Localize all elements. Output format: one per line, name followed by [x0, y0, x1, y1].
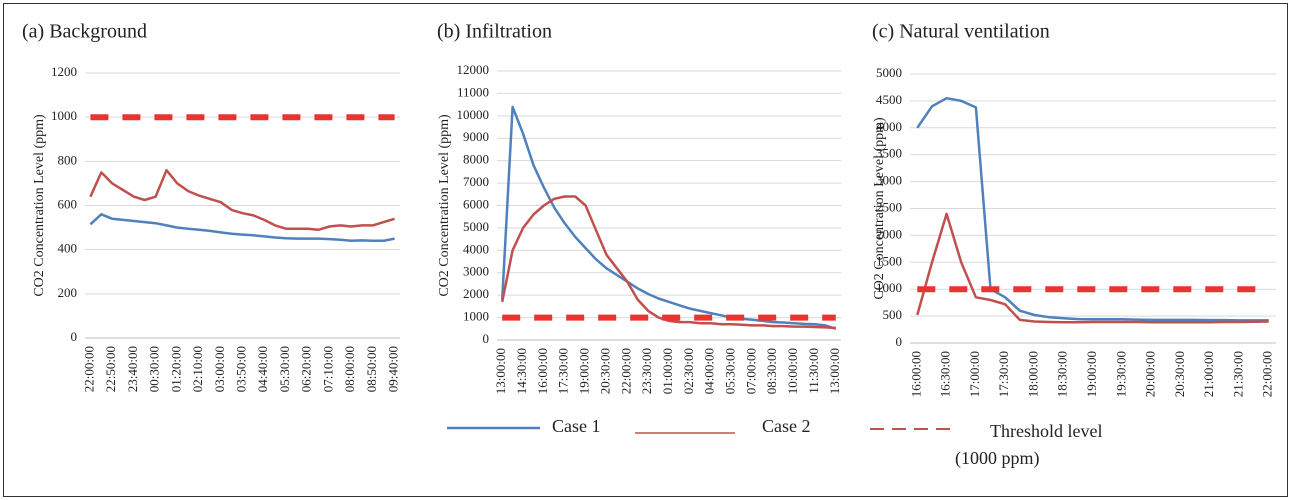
y-tick-label: 400 — [58, 241, 78, 256]
y-axis-label: CO2 Concentration Level (ppm) — [872, 117, 887, 300]
y-tick-label: 200 — [58, 285, 78, 300]
x-tick-label: 13:00:00 — [493, 348, 508, 394]
x-tick-label: 18:30:00 — [1055, 351, 1070, 397]
x-tick-label: 05:30:00 — [723, 348, 738, 394]
x-tick-label: 08:00:00 — [342, 346, 357, 392]
x-tick-label: 14:30:00 — [514, 348, 529, 394]
y-tick-label: 1000 — [463, 309, 489, 324]
y-tick-label: 3500 — [876, 146, 902, 161]
x-tick-label: 23:40:00 — [125, 346, 140, 392]
x-tick-label: 09:40:00 — [386, 346, 401, 392]
x-tick-label: 17:30:00 — [556, 348, 571, 394]
y-tick-label: 2000 — [876, 226, 902, 241]
y-axis-label: CO2 Concentration Level (ppm) — [437, 114, 452, 297]
x-tick-label: 17:30:00 — [996, 351, 1011, 397]
x-tick-label: 04:00:00 — [702, 348, 717, 394]
y-tick-label: 2000 — [463, 286, 489, 301]
x-tick-label: 01:20:00 — [168, 346, 183, 392]
y-tick-label: 3000 — [876, 173, 902, 188]
y-tick-label: 2500 — [876, 199, 902, 214]
x-tick-label: 08:30:00 — [764, 348, 779, 394]
y-tick-label: 10000 — [457, 107, 490, 122]
x-tick-label: 08:50:00 — [364, 346, 379, 392]
x-tick-label: 23:30:00 — [639, 348, 654, 394]
legend-label: Case 1 — [552, 416, 601, 436]
y-tick-label: 4000 — [463, 241, 489, 256]
y-tick-label: 600 — [58, 196, 78, 211]
x-tick-label: 00:30:00 — [147, 346, 162, 392]
x-tick-label: 17:00:00 — [967, 351, 982, 397]
x-tick-label: 20:00:00 — [1143, 351, 1158, 397]
x-tick-label: 16:00:00 — [535, 348, 550, 394]
x-tick-label: 11:30:00 — [806, 348, 821, 394]
series-line — [89, 168, 395, 232]
series-line — [500, 105, 837, 330]
series-line — [916, 212, 1269, 324]
x-tick-label: 22:00:00 — [618, 348, 633, 394]
y-tick-label: 1000 — [876, 280, 902, 295]
x-tick-label: 19:30:00 — [1113, 351, 1128, 397]
series-line — [89, 213, 395, 243]
x-tick-label: 16:00:00 — [908, 351, 923, 397]
chart-title: (c) Natural ventilation — [872, 21, 1050, 43]
legend-label: Case 2 — [762, 416, 811, 436]
x-tick-label: 05:30:00 — [277, 346, 292, 392]
y-tick-label: 0 — [71, 329, 78, 344]
y-tick-label: 1200 — [51, 64, 77, 79]
x-tick-label: 07:10:00 — [320, 346, 335, 392]
x-tick-label: 21:00:00 — [1201, 351, 1216, 397]
legend-label: Threshold level (1000 ppm) — [955, 421, 1103, 468]
y-tick-label: 11000 — [457, 84, 489, 99]
y-tick-label: 0 — [896, 334, 903, 349]
x-tick-label: 02:10:00 — [190, 346, 205, 392]
y-tick-label: 12000 — [457, 62, 490, 77]
x-tick-label: 20:30:00 — [1172, 351, 1187, 397]
x-tick-label: 19:00:00 — [577, 348, 592, 394]
chart-title: (a) Background — [22, 21, 147, 43]
x-tick-label: 04:40:00 — [255, 346, 270, 392]
x-tick-label: 22:00:00 — [1260, 351, 1275, 397]
x-tick-label: 22:50:00 — [103, 346, 118, 392]
y-tick-label: 6000 — [463, 196, 489, 211]
x-tick-label: 06:20:00 — [299, 346, 314, 392]
x-tick-label: 07:00:00 — [743, 348, 758, 394]
x-tick-label: 19:00:00 — [1084, 351, 1099, 397]
y-tick-label: 9000 — [463, 129, 489, 144]
y-tick-label: 7000 — [463, 174, 489, 189]
y-tick-label: 800 — [58, 152, 78, 167]
y-tick-label: 5000 — [876, 65, 902, 80]
x-tick-label: 01:00:00 — [660, 348, 675, 394]
x-tick-label: 13:00:00 — [827, 348, 842, 394]
y-tick-label: 3000 — [463, 264, 489, 279]
y-tick-label: 4500 — [876, 92, 902, 107]
chart-title: (b) Infiltration — [437, 21, 552, 43]
y-tick-label: 1000 — [51, 108, 77, 123]
series-line — [916, 96, 1269, 322]
series-line — [500, 195, 836, 330]
x-tick-label: 21:30:00 — [1230, 351, 1245, 397]
x-tick-label: 02:30:00 — [681, 348, 696, 394]
y-tick-label: 4000 — [876, 119, 902, 134]
y-tick-label: 0 — [483, 331, 490, 346]
y-tick-label: 1500 — [876, 253, 902, 268]
y-tick-label: 5000 — [463, 219, 489, 234]
x-tick-label: 03:00:00 — [212, 346, 227, 392]
y-tick-label: 8000 — [463, 152, 489, 167]
x-tick-label: 22:00:00 — [81, 346, 96, 392]
x-tick-label: 10:00:00 — [785, 348, 800, 394]
y-axis-label: CO2 Concentration Level (ppm) — [32, 114, 47, 297]
x-tick-label: 18:00:00 — [1025, 351, 1040, 397]
x-tick-label: 16:30:00 — [938, 351, 953, 397]
x-tick-label: 03:50:00 — [233, 346, 248, 392]
x-tick-label: 20:30:00 — [597, 348, 612, 394]
y-tick-label: 500 — [883, 307, 903, 322]
frame — [3, 3, 1288, 497]
